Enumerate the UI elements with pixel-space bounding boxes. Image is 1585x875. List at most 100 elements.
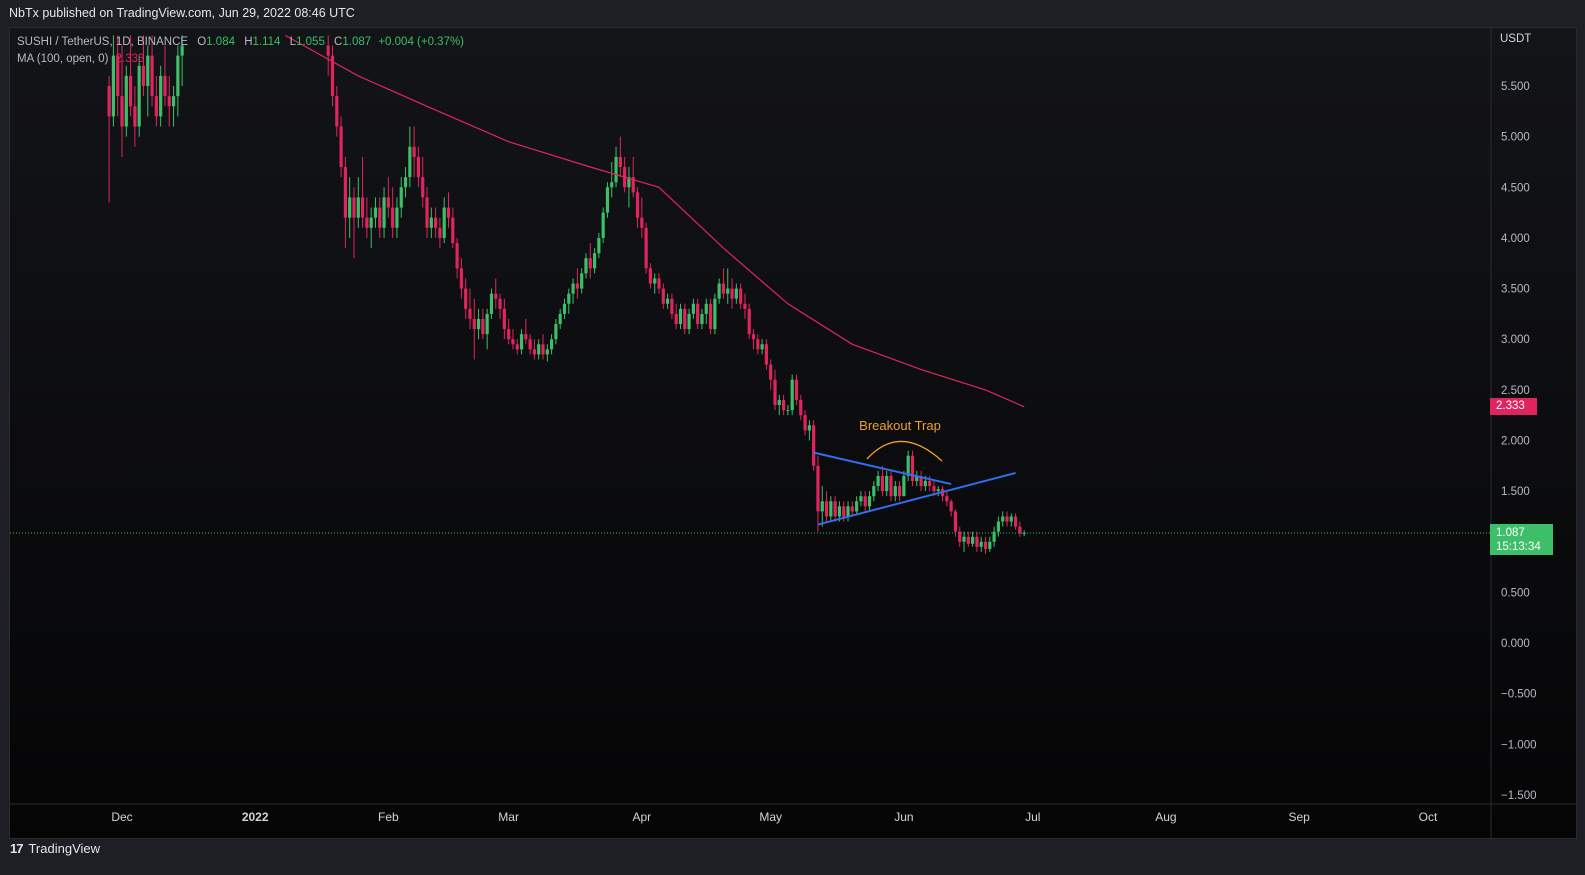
- candle: [330, 45, 335, 107]
- time-tick-label: May: [759, 810, 782, 824]
- chart-pane[interactable]: Breakout Trap 5.500 5.000 4.500 4.000 3.500 3…: [9, 27, 1577, 839]
- candle: [803, 410, 807, 436]
- candle-body: [378, 207, 382, 228]
- tradingview-brand[interactable]: 17 TradingView: [10, 841, 100, 857]
- candle: [107, 75, 111, 203]
- price-tick-label: −1.500: [1501, 790, 1537, 802]
- candle: [146, 45, 150, 117]
- candle-body: [464, 288, 468, 309]
- candle-body: [1009, 516, 1013, 522]
- candle: [747, 303, 751, 340]
- candle-body: [653, 278, 657, 284]
- candle-body: [558, 313, 562, 325]
- candle-body: [751, 334, 756, 340]
- candle-body: [880, 475, 885, 492]
- candle: [1013, 513, 1018, 530]
- candle: [481, 308, 485, 340]
- candle: [919, 470, 923, 492]
- candle-body: [794, 379, 799, 400]
- candle: [872, 481, 876, 502]
- candle-body: [605, 187, 610, 213]
- candle-body: [550, 339, 554, 350]
- candle-body: [820, 501, 824, 512]
- candle-body: [537, 344, 541, 355]
- candle: [867, 491, 872, 512]
- time-tick-label: Oct: [1419, 810, 1438, 824]
- candle: [665, 293, 670, 309]
- candle: [382, 187, 386, 238]
- candle-body: [562, 303, 567, 314]
- candle: [910, 450, 915, 487]
- candle-body: [988, 541, 992, 549]
- price-tick-label: 5.000: [1501, 132, 1530, 144]
- candle-body: [743, 303, 747, 309]
- candle-body: [532, 349, 537, 355]
- candle-body: [588, 258, 592, 269]
- candle: [360, 156, 365, 228]
- candle: [137, 55, 141, 137]
- candle: [429, 207, 433, 238]
- time-tick-label: Aug: [1155, 810, 1176, 824]
- candle: [391, 187, 395, 238]
- candle-body: [146, 55, 150, 86]
- candle-body: [154, 96, 158, 117]
- candle: [378, 197, 382, 238]
- candle-body: [614, 156, 618, 183]
- candle-body: [571, 283, 575, 294]
- candle: [777, 394, 781, 416]
- candle-body: [1001, 516, 1005, 522]
- candle-body: [786, 410, 790, 412]
- price-tick-label: 2.000: [1501, 436, 1530, 448]
- candle-body: [928, 481, 932, 487]
- candle-body: [356, 197, 360, 218]
- candle: [386, 177, 390, 218]
- candle-body: [640, 217, 644, 228]
- candle-body: [936, 489, 940, 492]
- candle-body: [468, 308, 472, 319]
- candle-body: [111, 55, 116, 117]
- candle-body: [850, 506, 854, 512]
- candle-body: [584, 258, 588, 274]
- annotation-text: Breakout Trap: [859, 418, 941, 433]
- candle-body: [700, 313, 704, 325]
- candle-body: [567, 293, 571, 304]
- candle: [1009, 513, 1013, 527]
- trendline-upper: [813, 451, 952, 486]
- candle-body: [610, 182, 614, 188]
- candle-body: [438, 227, 442, 238]
- symbol-title[interactable]: SUSHI / TetherUS, 1D, BINANCE: [17, 36, 189, 48]
- candle: [558, 308, 562, 330]
- candle-body: [906, 455, 910, 476]
- trendline-lower: [817, 471, 1016, 526]
- candle-body: [554, 324, 558, 340]
- candle-body: [833, 501, 837, 517]
- ma-layer: [285, 34, 1025, 408]
- candle-body: [360, 197, 365, 218]
- candle: [597, 232, 601, 259]
- candle-body: [335, 96, 339, 127]
- candle: [988, 536, 992, 552]
- candle-body: [790, 379, 794, 411]
- candle-body: [150, 55, 154, 97]
- candle: [464, 278, 468, 319]
- candle-body: [434, 217, 438, 228]
- candle: [562, 298, 567, 319]
- candle-body: [429, 217, 433, 228]
- candle-body: [330, 55, 335, 97]
- candle: [167, 75, 171, 127]
- ma-indicator-label[interactable]: MA (100, open, 0): [17, 53, 109, 65]
- candle: [373, 197, 378, 228]
- ma100-line: [285, 34, 1025, 408]
- candle: [610, 161, 614, 198]
- candle-body: [812, 425, 816, 466]
- candle: [816, 455, 820, 532]
- candlestick-chart[interactable]: Breakout Trap 5.500 5.000 4.500 4.000 3.500 3…: [10, 28, 1576, 838]
- change-value: +0.004 (+0.37%): [378, 36, 465, 48]
- currency-unit[interactable]: USDT: [1500, 33, 1532, 45]
- candle: [124, 65, 128, 137]
- candle: [769, 359, 773, 390]
- candle-body: [326, 45, 330, 56]
- candle: [696, 298, 700, 330]
- candle-body: [867, 496, 872, 507]
- candle: [730, 278, 734, 309]
